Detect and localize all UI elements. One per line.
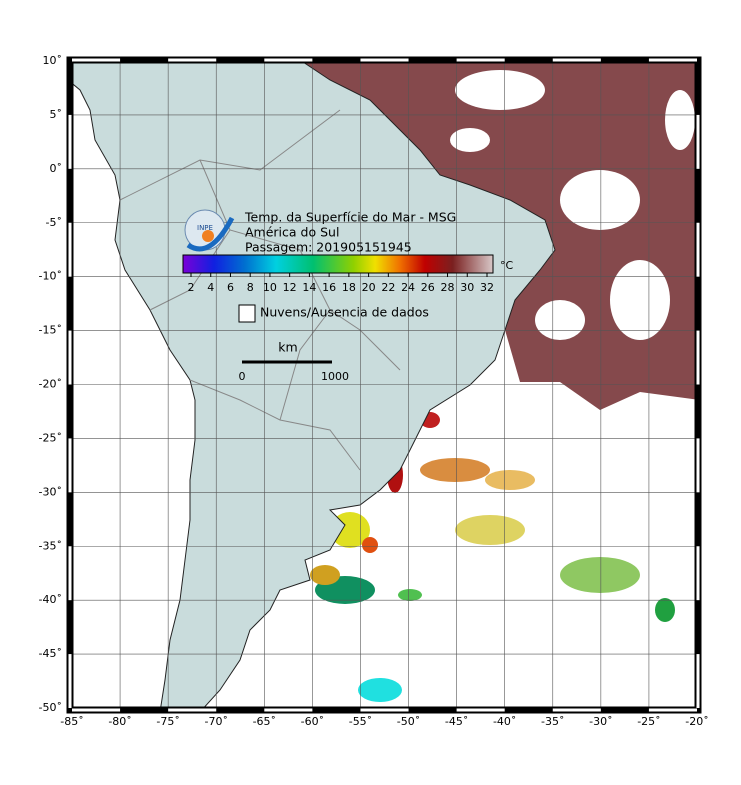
colorbar-tick-label: 24 [401,281,415,294]
colorbar-unit: °C [500,259,514,272]
logo-text: INPE [197,224,213,232]
lat-label: -45˚ [39,647,62,660]
lon-label: -45˚ [445,715,468,728]
cloud-gaps [450,70,695,340]
colorbar-tick-label: 14 [302,281,316,294]
lon-label: -75˚ [156,715,179,728]
lat-label: -10˚ [39,270,62,283]
lon-label: -85˚ [60,715,83,728]
lat-label: -5˚ [46,216,62,229]
lon-label: -65˚ [253,715,276,728]
legend-label: Nuvens/Ausencia de dados [260,305,429,320]
colorbar-tick-label: 32 [480,281,494,294]
lat-label: -25˚ [39,431,62,444]
title: Temp. da Superfície do Mar - MSG [244,210,456,225]
colorbar-tick-label: 10 [263,281,277,294]
lon-label: -50˚ [397,715,420,728]
lon-label: -30˚ [589,715,612,728]
colorbar-tick-label: 22 [381,281,395,294]
lat-label: -20˚ [39,378,62,391]
legend-swatch [238,304,256,323]
colorbar-tick-label: 6 [227,281,234,294]
colorbar-ticks: 2 4 6 8 10 12 14 16 18 20 22 24 26 28 30 32 [188,273,494,294]
lat-label: -40˚ [39,593,62,606]
scale-unit: km [278,340,297,355]
lon-label: -40˚ [493,715,516,728]
sst-warm-region [300,60,698,410]
lat-label: 5˚ [50,108,63,121]
colorbar-tick-label: 18 [342,281,356,294]
lon-label: -35˚ [541,715,564,728]
colorbar-tick-label: 2 [188,281,195,294]
lat-label: -15˚ [39,324,62,337]
lat-label: -50˚ [39,701,62,714]
frame-ticks [68,58,700,712]
pass: Passagem: 201905151945 [245,240,412,255]
sst-patches [310,412,675,702]
lat-label: -30˚ [39,485,62,498]
lon-label: -70˚ [204,715,227,728]
borders [119,109,401,471]
lon-label: -80˚ [108,715,131,728]
lat-label: 10˚ [43,54,63,67]
subtitle: América do Sul [245,225,339,240]
lon-label: -55˚ [349,715,372,728]
colorbar-tick-label: 28 [441,281,455,294]
colorbar-tick-label: 20 [362,281,376,294]
colorbar-tick-label: 26 [421,281,435,294]
lon-label: -20˚ [685,715,708,728]
colorbar-tick-label: 8 [247,281,254,294]
scale-label: 0 [239,370,246,383]
colorbar-tick-label: 12 [283,281,297,294]
lon-label: -60˚ [301,715,324,728]
colorbar-tick-label: 4 [207,281,214,294]
lon-label: -25˚ [637,715,660,728]
logo: INPE [184,209,235,252]
lat-label: -35˚ [39,539,62,552]
colorbar-tick-label: 16 [322,281,336,294]
lat-label: 0˚ [50,162,63,175]
colorbar-tick-label: 30 [460,281,474,294]
map-area [70,60,698,710]
scale-label: 1000 [321,370,349,383]
colorbar [182,254,494,274]
